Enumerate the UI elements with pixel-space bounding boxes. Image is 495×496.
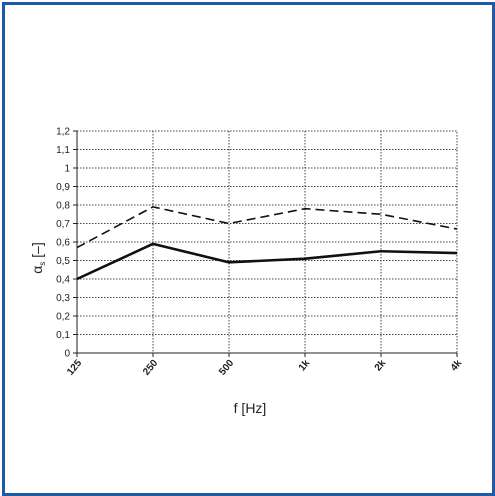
series-line-dashed (76, 206, 458, 249)
y-tick-label: 1,2 (56, 127, 70, 138)
x-tick-label: 125 (65, 358, 84, 378)
y-tick-label: 0,4 (56, 275, 70, 286)
y-tick-label: 0,6 (56, 238, 70, 249)
y-axis-label: αs [–] (29, 242, 47, 274)
y-tick-label: 0,7 (56, 219, 70, 230)
y-tick-label: 0,3 (56, 293, 70, 304)
y-tick-label: 1 (64, 164, 70, 175)
y-tick-label: 0,8 (56, 201, 70, 212)
y-tick-label: 1,1 (56, 145, 70, 156)
x-tick-label: 2k (373, 358, 389, 374)
x-tick-label: 4k (449, 358, 465, 374)
y-tick-label: 0,2 (56, 312, 70, 323)
y-tick-label: 0,9 (56, 182, 70, 193)
x-axis-label: f [Hz] (234, 400, 267, 416)
x-tick-label: 1k (297, 358, 313, 374)
series-lines (76, 206, 458, 281)
y-tick-labels: 0 0,1 0,2 0,3 0,4 0,5 0,6 0,7 0,8 0,9 1 1,1 1,2 (56, 127, 70, 360)
y-tick-label: 0 (64, 349, 70, 360)
y-tick-label: 0,1 (56, 330, 70, 341)
y-axis-label-unit: [–] (29, 242, 45, 261)
y-tick-label: 0,5 (56, 256, 70, 267)
x-tick-label: 500 (217, 358, 236, 378)
y-axis-label-subscript: s (38, 262, 47, 266)
x-tick-label: 250 (141, 358, 160, 378)
grid (77, 131, 457, 353)
series-line-solid (76, 242, 458, 281)
y-axis-label-symbol: α (29, 266, 45, 274)
x-tick-labels: 125 250 500 1k 2k 4k (65, 358, 464, 378)
plot-area (73, 130, 458, 357)
